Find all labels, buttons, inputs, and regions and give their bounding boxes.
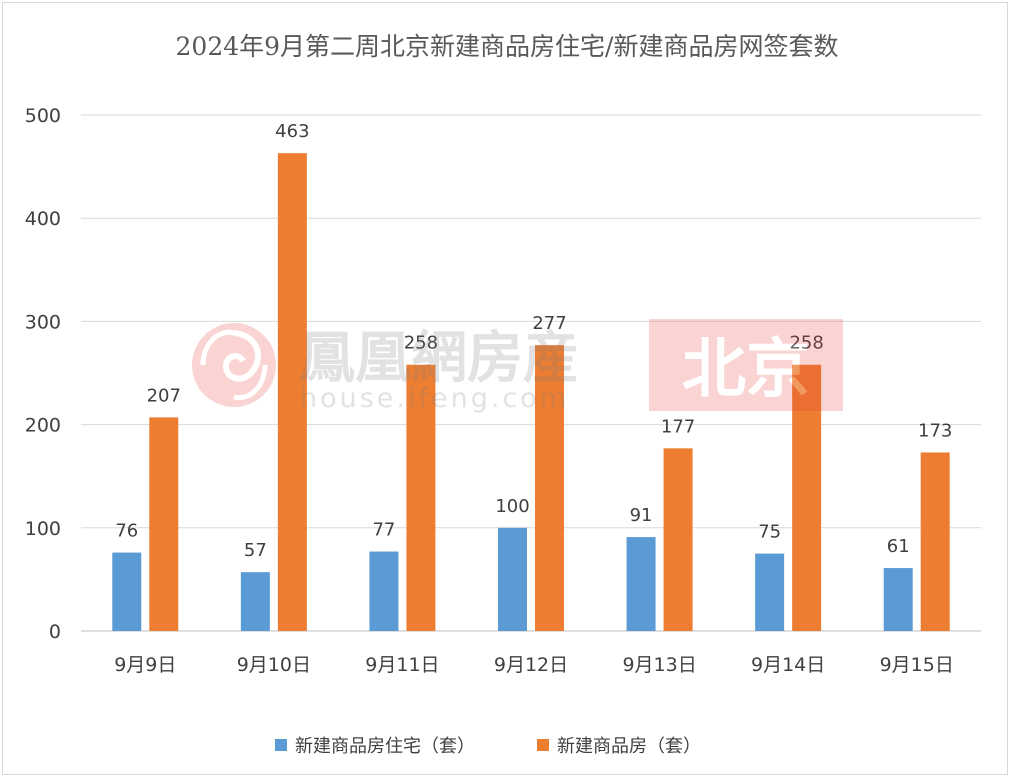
data-label-all: 258 [404, 333, 438, 354]
bar-all [535, 345, 564, 631]
y-tick-label: 400 [25, 208, 61, 230]
x-category-label: 9月11日 [365, 654, 439, 676]
x-category-label: 9月13日 [622, 654, 696, 676]
bar-residential [240, 572, 270, 631]
y-axis-ticks: 0 100 200 300 400 500 [25, 105, 61, 643]
x-category-label: 9月15日 [880, 654, 954, 676]
bar-all [277, 153, 307, 631]
y-tick-label: 500 [25, 105, 61, 127]
bar-all [149, 417, 179, 631]
data-label-all: 177 [661, 416, 695, 437]
legend-swatch-residential [275, 739, 287, 751]
x-category-label: 9月14日 [751, 654, 825, 676]
data-label-all: 277 [532, 313, 566, 334]
x-category-label: 9月9日 [114, 654, 176, 676]
watermark-url: house.ifeng.com [300, 383, 569, 414]
bar-residential [883, 568, 913, 631]
data-label-all: 207 [147, 385, 181, 406]
legend-label-residential: 新建商品房住宅（套） [295, 736, 475, 757]
bar-residential [498, 527, 527, 631]
ifeng-logo-icon [192, 323, 276, 407]
data-label-residential: 75 [758, 522, 781, 543]
y-tick-label: 0 [49, 621, 61, 643]
x-category-label: 9月10日 [237, 654, 311, 676]
watermark-city: 北京 [682, 332, 810, 407]
data-label-residential: 77 [372, 520, 395, 541]
watermark: 鳳凰網房産 house.ifeng.com 北京 [192, 319, 843, 414]
watermark-brand: 鳳凰網房産 [299, 325, 579, 391]
watermark-city-box [649, 319, 843, 411]
bar-all [792, 364, 822, 631]
legend-label-all: 新建商品房（套） [557, 736, 701, 757]
chart-title: 2024年9月第二周北京新建商品房住宅/新建商品房网签套数 [176, 32, 839, 61]
data-label-residential: 61 [887, 536, 910, 557]
data-labels: 76 207 57 463 77 258 100 277 91 177 75 258 61 173 [115, 121, 952, 561]
bar-all [663, 448, 693, 631]
data-label-residential: 100 [495, 496, 529, 517]
data-label-residential: 91 [630, 505, 653, 526]
bar-residential [112, 552, 142, 631]
bar-residential [626, 537, 656, 631]
legend: 新建商品房住宅（套） 新建商品房（套） [275, 736, 701, 757]
data-label-all: 463 [275, 121, 309, 142]
bars [112, 153, 950, 631]
data-label-residential: 57 [244, 540, 267, 561]
bar-all [406, 364, 436, 631]
y-tick-label: 300 [25, 311, 61, 333]
x-category-label: 9月12日 [494, 654, 568, 676]
y-tick-label: 200 [25, 415, 61, 437]
y-tick-label: 100 [25, 518, 61, 540]
legend-swatch-all [537, 739, 549, 751]
data-label-residential: 76 [115, 521, 138, 542]
bar-all [920, 452, 950, 631]
data-label-all: 258 [789, 333, 823, 354]
gridlines [81, 114, 981, 632]
data-label-all: 173 [918, 420, 952, 441]
bar-residential [369, 551, 399, 631]
bar-residential [755, 553, 785, 631]
x-axis-categories: 9月9日 9月10日 9月11日 9月12日 9月13日 9月14日 9月15日 [114, 654, 954, 676]
bar-chart: 2024年9月第二周北京新建商品房住宅/新建商品房网签套数 0 100 200 300… [25, 32, 981, 757]
